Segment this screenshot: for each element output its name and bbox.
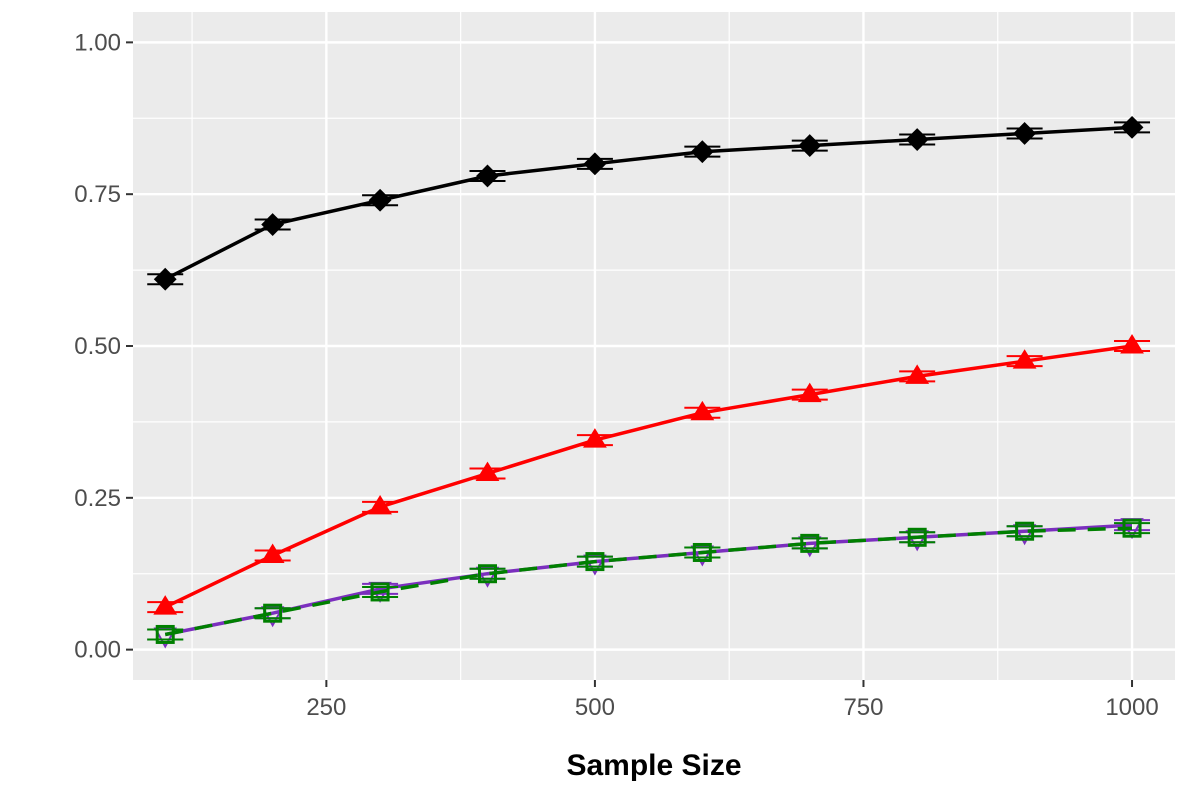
triangle-marker [368, 494, 392, 515]
axes: 0.00 0.25 0.50 0.75 1.00 250 500 750 1000 [74, 29, 1158, 721]
y-tick-label: 0.00 [74, 637, 121, 664]
diamond-marker [476, 164, 499, 188]
triangle-marker [475, 461, 500, 482]
x-tick-label: 1000 [1105, 694, 1158, 721]
open-square-marker [692, 542, 712, 562]
series-1 [147, 115, 1151, 291]
open-square-marker [477, 564, 497, 584]
triangle-marker [583, 428, 607, 448]
open-square-marker [155, 624, 175, 644]
y-tick-label: 0.50 [74, 333, 121, 360]
triangle-marker [260, 543, 285, 564]
x-tick-label: 250 [306, 694, 346, 721]
y-tick-label: 1.00 [74, 29, 121, 56]
series-4 [147, 518, 1151, 644]
open-triangle-down-marker [475, 566, 500, 588]
triangle-marker [1012, 349, 1037, 369]
triangle-marker [1120, 334, 1144, 354]
open-square-marker [800, 533, 820, 553]
series-line [164, 125, 1133, 281]
triangle-marker [905, 364, 930, 384]
open-square-marker [907, 527, 927, 547]
y-tick-label: 0.75 [74, 181, 121, 208]
open-square-marker [263, 603, 283, 623]
series-2 [147, 334, 1151, 615]
diamond-marker [905, 128, 929, 151]
open-square-marker [370, 582, 390, 602]
series-line [164, 526, 1133, 637]
open-square-marker [585, 552, 605, 572]
diamond-marker [368, 188, 392, 212]
x-tick-label: 500 [575, 694, 615, 721]
diamond-marker [583, 152, 607, 176]
series-line [164, 344, 1133, 609]
triangle-marker [153, 595, 178, 615]
diamond-marker [798, 134, 822, 158]
triangle-marker [797, 382, 822, 403]
x-axis-title: Sample Size [566, 749, 741, 782]
series-layer [147, 115, 1151, 649]
diamond-marker [153, 267, 177, 291]
diamond-marker [1013, 122, 1037, 145]
diamond-marker [1120, 115, 1144, 139]
diamond-marker [690, 140, 714, 164]
x-tick-label: 750 [843, 694, 883, 721]
grid-lines [133, 12, 1175, 680]
diamond-marker [261, 213, 285, 236]
triangle-marker [690, 400, 715, 421]
open-triangle-down-marker [1012, 524, 1037, 546]
open-square-marker [1122, 518, 1142, 538]
open-square-marker [1015, 521, 1035, 541]
y-tick-label: 0.25 [74, 485, 121, 512]
